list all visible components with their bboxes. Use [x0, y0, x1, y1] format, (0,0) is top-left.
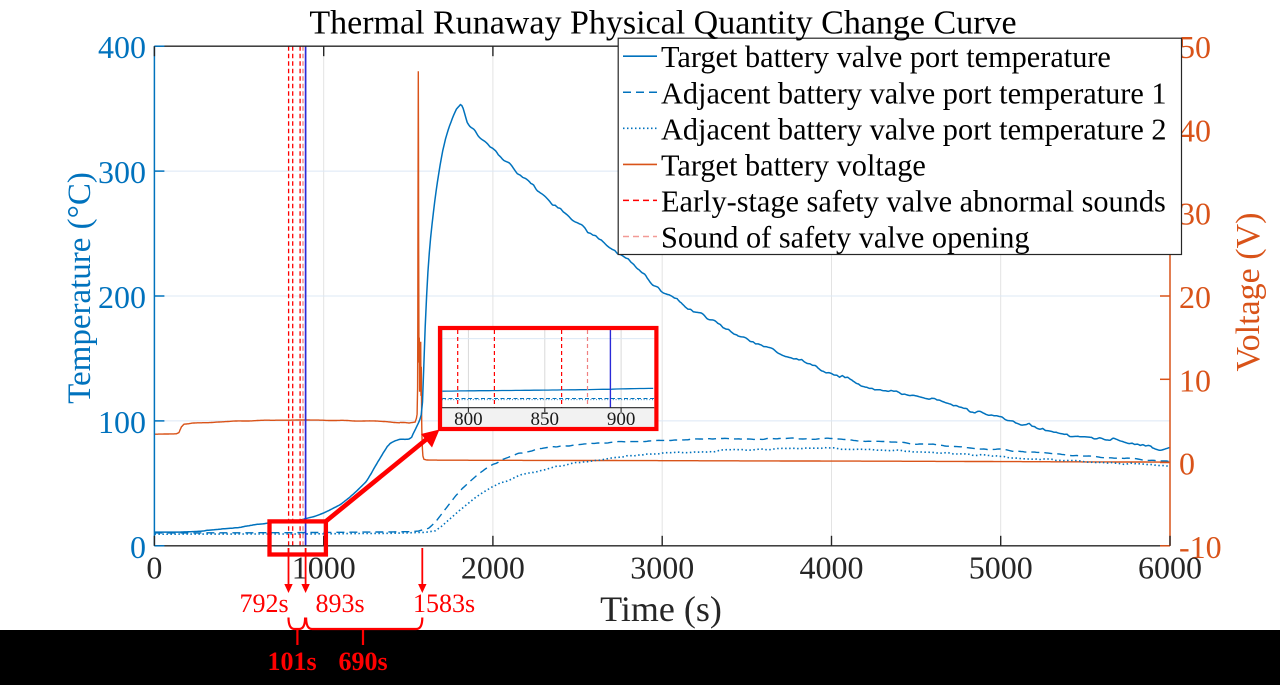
- svg-text:Sound of safety valve opening: Sound of safety valve opening: [661, 221, 1030, 255]
- svg-text:900: 900: [607, 409, 636, 430]
- svg-text:1583s: 1583s: [413, 589, 475, 618]
- svg-text:10: 10: [1179, 362, 1211, 398]
- svg-text:30: 30: [1179, 196, 1211, 232]
- svg-text:893s: 893s: [315, 589, 364, 618]
- svg-text:Temperature (°C): Temperature (°C): [62, 172, 98, 404]
- svg-text:800: 800: [454, 409, 483, 430]
- svg-text:300: 300: [98, 154, 146, 190]
- svg-text:0: 0: [1179, 446, 1195, 482]
- svg-text:Target battery voltage: Target battery voltage: [661, 148, 926, 182]
- svg-text:0: 0: [130, 529, 146, 565]
- svg-text:Early-stage safety valve abnor: Early-stage safety valve abnormal sounds: [661, 184, 1166, 218]
- svg-text:Thermal Runaway Physical Quant: Thermal Runaway Physical Quantity Change…: [309, 5, 1016, 42]
- svg-text:40: 40: [1179, 113, 1211, 149]
- svg-text:Voltage (V): Voltage (V): [1230, 213, 1267, 372]
- svg-text:101s: 101s: [267, 647, 316, 676]
- svg-text:850: 850: [531, 409, 560, 430]
- svg-text:3000: 3000: [630, 550, 694, 586]
- svg-text:5000: 5000: [969, 550, 1033, 586]
- svg-text:20: 20: [1179, 279, 1211, 315]
- svg-text:Time (s): Time (s): [600, 589, 722, 629]
- svg-text:Target battery valve port temp: Target battery valve port temperature: [661, 40, 1111, 74]
- svg-text:100: 100: [98, 404, 146, 440]
- svg-text:-10: -10: [1179, 529, 1222, 565]
- svg-text:Adjacent battery valve port te: Adjacent battery valve port temperature …: [661, 112, 1167, 146]
- svg-text:50: 50: [1179, 29, 1211, 65]
- svg-text:4000: 4000: [800, 550, 864, 586]
- svg-text:200: 200: [98, 279, 146, 315]
- svg-text:Adjacent battery valve port te: Adjacent battery valve port temperature …: [661, 76, 1167, 110]
- svg-text:400: 400: [98, 29, 146, 65]
- svg-text:0: 0: [146, 550, 162, 586]
- svg-text:2000: 2000: [461, 550, 525, 586]
- svg-text:690s: 690s: [338, 647, 387, 676]
- svg-text:792s: 792s: [239, 589, 288, 618]
- svg-text:6000: 6000: [1138, 550, 1202, 586]
